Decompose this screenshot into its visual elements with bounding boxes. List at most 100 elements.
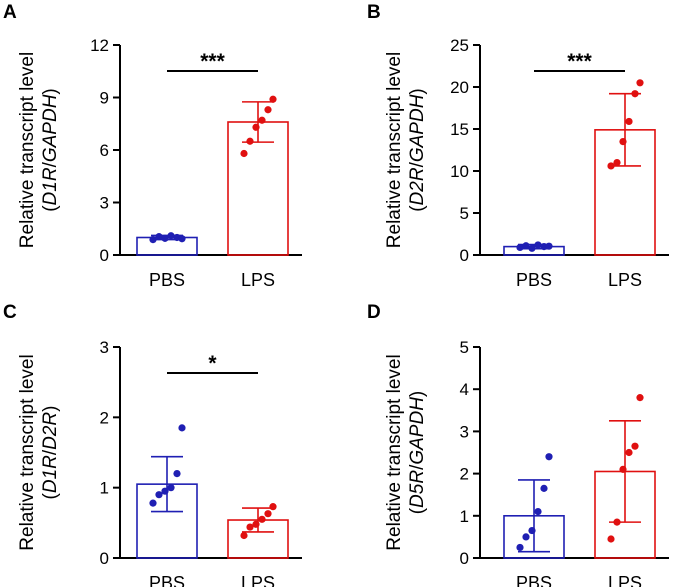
y-tick-label: 4 (460, 380, 469, 399)
data-point-lps (625, 448, 633, 457)
y-tick-label: 3 (460, 422, 469, 441)
data-point-pbs (167, 484, 175, 492)
panel-letter: B (367, 2, 381, 23)
data-point-lps (269, 95, 277, 103)
y-tick-label: 5 (460, 204, 469, 223)
y-axis-sublabel-part: / (40, 449, 61, 455)
y-tick-label: 10 (450, 162, 469, 181)
y-axis-sublabel-part: GAPDH (40, 94, 61, 162)
data-point-pbs (161, 487, 169, 495)
data-point-lps (636, 394, 644, 402)
data-point-lps (252, 123, 260, 131)
x-tick-label: PBS (149, 270, 185, 290)
x-tick-label: LPS (608, 270, 642, 290)
data-point-lps (258, 116, 266, 124)
data-point-lps (252, 520, 260, 528)
y-axis-sublabel-part: ) (40, 88, 61, 94)
x-tick-label: LPS (608, 573, 642, 587)
y-axis-sublabel-part: D5R (407, 470, 428, 508)
data-point-lps (619, 465, 627, 473)
y-tick-label: 15 (450, 120, 469, 139)
y-axis-sublabel-part: / (40, 161, 61, 167)
y-tick-label: 25 (450, 36, 469, 55)
y-axis-label: Relative transcript level (17, 52, 38, 248)
y-axis-label: Relative transcript level (384, 52, 405, 248)
data-point-pbs (545, 453, 553, 461)
data-point-pbs (178, 235, 186, 243)
data-point-lps (619, 138, 627, 146)
data-point-lps (607, 535, 615, 543)
y-axis-label: Relative transcript level (384, 354, 405, 550)
panel-c: C 0 1 2 3 Relative transcript level (D1R/D2R) P… (3, 302, 302, 587)
data-point-lps (246, 137, 254, 145)
data-point-pbs (516, 543, 524, 552)
significance-label: *** (200, 50, 225, 73)
x-tick-label: PBS (149, 573, 185, 587)
data-point-pbs (178, 424, 186, 432)
data-point-pbs (155, 233, 163, 241)
panel-d: D 0 1 2 3 4 5 Relative transcript level (D5R/GAP… (367, 302, 669, 587)
data-point-lps (613, 518, 621, 526)
y-tick-label: 0 (460, 549, 469, 568)
x-tick-label: PBS (516, 573, 552, 587)
data-point-lps (240, 531, 248, 540)
y-axis-sublabel-part: D2R (40, 412, 61, 450)
data-point-lps (264, 106, 272, 114)
y-tick-label: 0 (100, 246, 109, 265)
data-point-pbs (149, 236, 157, 244)
y-axis-sublabel-part: GAPDH (407, 397, 428, 465)
y-axis-sublabel-part: ) (40, 406, 61, 412)
data-point-lps (607, 162, 615, 170)
y-axis-sublabel-part: D1R (40, 167, 61, 205)
panel-b: B 0 5 10 15 20 25 Relative transcript level (D2R… (367, 2, 669, 290)
data-point-pbs (534, 507, 542, 516)
y-axis-sublabel-part: D2R (407, 167, 428, 205)
panel-a: A 0 3 6 9 12 Relative transcript level (D1R/GAP… (3, 2, 302, 290)
data-point-lps (636, 79, 644, 87)
panel-letter: C (3, 302, 17, 323)
data-point-pbs (155, 491, 163, 499)
data-point-pbs (161, 234, 169, 242)
y-axis-sublabel-part: ( (407, 205, 428, 212)
data-point-lps (264, 510, 272, 518)
y-tick-label: 0 (460, 246, 469, 265)
y-tick-label: 5 (460, 338, 469, 357)
data-point-pbs (522, 242, 530, 250)
data-point-pbs (540, 484, 548, 492)
y-tick-label: 0 (100, 549, 109, 568)
x-tick-label: LPS (241, 270, 275, 290)
data-point-lps (240, 149, 248, 158)
y-tick-label: 12 (90, 36, 109, 55)
data-point-lps (613, 159, 621, 167)
y-axis-sublabel: (D1R/D2R) (40, 406, 61, 500)
data-point-lps (625, 117, 633, 126)
data-point-pbs (534, 241, 542, 249)
y-axis-sublabel-part: ) (407, 88, 428, 94)
data-point-pbs (528, 244, 536, 252)
data-point-lps (258, 515, 266, 523)
y-axis-sublabel-part: GAPDH (407, 94, 428, 162)
y-axis-sublabel-part: ( (40, 205, 61, 212)
y-tick-label: 9 (100, 89, 109, 108)
y-axis-sublabel-part: D1R (40, 455, 61, 493)
data-point-pbs (522, 533, 530, 541)
data-point-lps (246, 523, 254, 531)
y-tick-label: 20 (450, 78, 469, 97)
y-axis-sublabel: (D5R/GAPDH) (407, 391, 428, 515)
y-tick-label: 3 (100, 338, 109, 357)
y-axis-sublabel-part: / (407, 161, 428, 167)
y-axis-sublabel-part: / (407, 464, 428, 470)
x-tick-label: PBS (516, 270, 552, 290)
data-point-pbs (516, 243, 524, 252)
y-tick-label: 2 (460, 465, 469, 484)
significance-label: * (208, 352, 217, 375)
data-point-lps (631, 442, 639, 450)
data-point-lps (269, 503, 277, 511)
y-tick-label: 2 (100, 408, 109, 427)
y-axis-label: Relative transcript level (17, 354, 38, 550)
data-point-lps (631, 90, 639, 98)
y-tick-label: 3 (100, 194, 109, 213)
data-point-pbs (173, 470, 181, 478)
y-axis-sublabel-part: ( (40, 492, 61, 499)
